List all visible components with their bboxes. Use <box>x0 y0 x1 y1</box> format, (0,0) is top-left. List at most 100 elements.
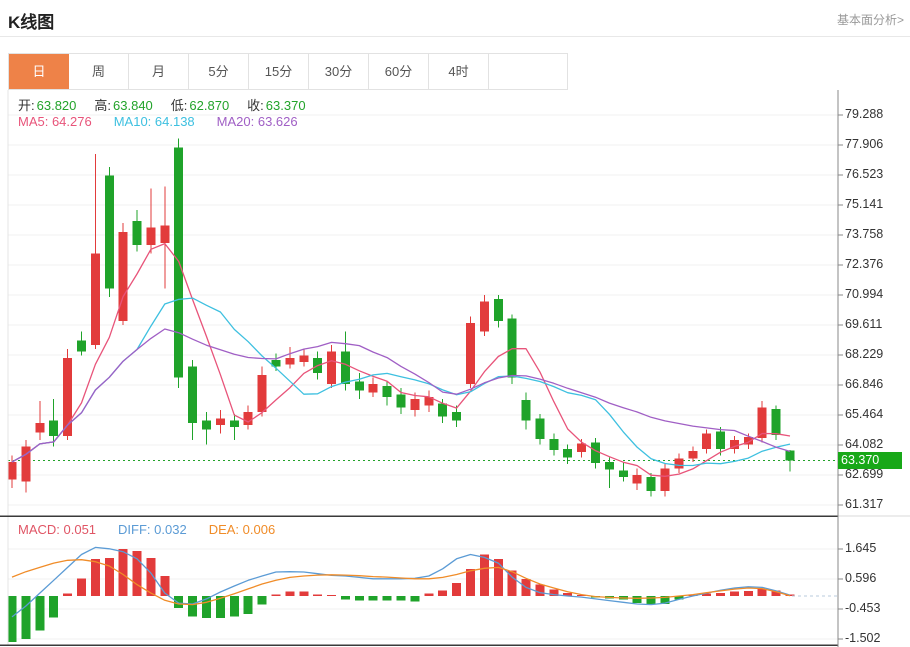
candle-body <box>674 458 684 469</box>
macd-bar <box>243 596 253 615</box>
macd-bar <box>160 575 170 596</box>
dea-line <box>11 559 791 606</box>
candle-body <box>243 412 253 426</box>
macd-bar <box>743 590 753 596</box>
macd-bar <box>63 593 73 596</box>
macd-bar <box>215 596 225 619</box>
candle-body <box>340 351 350 384</box>
ohlc-item: 低: 62.870 <box>170 98 230 113</box>
ma-header: MA5: 64.276 MA10: 64.138 MA20: 63.626 <box>18 114 320 129</box>
current-price-value: 63.370 <box>841 452 880 467</box>
candle-body <box>285 357 295 365</box>
ohlc-item: 开: 63.820 <box>18 98 77 113</box>
candle-body <box>479 301 489 332</box>
candle-body <box>202 420 212 430</box>
macd-bar <box>354 596 364 601</box>
diff-line <box>11 546 791 618</box>
candle-body <box>549 439 559 451</box>
ma-item: MA20: 63.626 <box>216 114 298 129</box>
interval-tab-bar: 日周月 5分 15分 30分 60分 4时 <box>8 53 568 90</box>
macd-axis-label: -1.502 <box>845 630 881 645</box>
candle-body <box>104 175 114 289</box>
candle-body <box>660 468 670 492</box>
macd-axis-label: 0.596 <box>845 570 877 585</box>
tab-interval-5[interactable]: 15分 <box>249 54 309 89</box>
candle-body <box>618 470 628 478</box>
macd-bar <box>674 596 684 600</box>
macd-header: MACD: 0.051 DIFF: 0.032 DEA: 0.006 <box>18 522 297 537</box>
ma-item: MA10: 64.138 <box>113 114 195 129</box>
macd-bar <box>327 595 337 597</box>
macd-bar <box>549 589 559 596</box>
candle-body <box>646 477 656 492</box>
macd-bar <box>507 570 517 596</box>
candle-body <box>146 227 156 245</box>
price-axis-label: 73.758 <box>845 227 884 241</box>
tab-interval-2[interactable]: 周 <box>69 54 129 89</box>
candle-body <box>49 420 59 436</box>
macd-bar <box>716 593 726 596</box>
macd-bar <box>285 591 295 596</box>
macd-bar <box>368 596 378 601</box>
price-axis-label: 65.464 <box>845 406 884 421</box>
tab-interval-7[interactable]: 60分 <box>369 54 429 89</box>
tab-interval-4[interactable]: 5分 <box>189 54 249 89</box>
tab-interval-8[interactable]: 4时 <box>429 54 489 89</box>
macd-bar <box>563 593 573 596</box>
macd-bar <box>535 584 545 596</box>
macd-bar <box>49 596 59 618</box>
candle-body <box>188 366 198 423</box>
macd-bar <box>146 557 156 596</box>
candle-body <box>354 381 364 391</box>
macd-bar <box>424 593 434 596</box>
macd-bar <box>757 588 767 596</box>
candle-body <box>63 357 73 436</box>
ohlc-item: 高: 63.840 <box>94 98 153 113</box>
macd-bar <box>299 591 309 596</box>
candle-body <box>438 403 448 417</box>
price-axis-label: 70.994 <box>845 286 884 301</box>
tab-interval-6[interactable]: 30分 <box>309 54 369 89</box>
macd-bar <box>257 596 267 605</box>
macd-axis-label: -0.453 <box>845 600 881 615</box>
candle-body <box>7 461 17 480</box>
candle-body <box>327 351 337 384</box>
candle-body <box>604 461 614 470</box>
candle-body <box>563 448 573 458</box>
macd-item: DIFF: 0.032 <box>118 522 187 537</box>
ohlc-item: 收: 63.370 <box>247 98 306 113</box>
candle-body <box>771 408 781 435</box>
candle-body <box>493 299 503 321</box>
candle-body <box>465 323 475 384</box>
macd-bar <box>202 596 212 619</box>
title-divider <box>0 36 910 37</box>
macd-bar <box>479 554 489 596</box>
price-axis-label: 64.082 <box>845 436 884 451</box>
macd-bar <box>90 558 100 596</box>
price-axis-label: 76.523 <box>845 167 884 181</box>
candle-body <box>785 450 795 461</box>
tab-interval-1[interactable]: 日 <box>9 54 69 89</box>
macd-bar <box>632 596 642 604</box>
price-axis-label: 75.141 <box>845 196 884 211</box>
macd-bar <box>76 578 86 596</box>
fundamental-analysis-link[interactable]: 基本面分析> <box>836 13 904 27</box>
candle-body <box>521 400 531 421</box>
price-axis-label: 68.229 <box>845 346 884 361</box>
candle-body <box>382 385 392 397</box>
candle-body <box>410 399 420 410</box>
ma-item: MA5: 64.276 <box>18 114 92 129</box>
macd-bar <box>396 596 406 601</box>
price-axis-label: 61.317 <box>845 496 884 511</box>
tab-interval-3[interactable]: 月 <box>129 54 189 89</box>
macd-bar <box>35 596 45 631</box>
price-axis-label: 79.288 <box>845 107 884 121</box>
macd-item: DEA: 0.006 <box>208 522 276 537</box>
price-axis-label: 62.699 <box>845 466 884 481</box>
macd-bar <box>702 593 712 596</box>
macd-bar <box>438 590 448 596</box>
macd-bar <box>104 557 114 596</box>
macd-bar <box>577 594 587 596</box>
macd-bar <box>174 596 184 609</box>
